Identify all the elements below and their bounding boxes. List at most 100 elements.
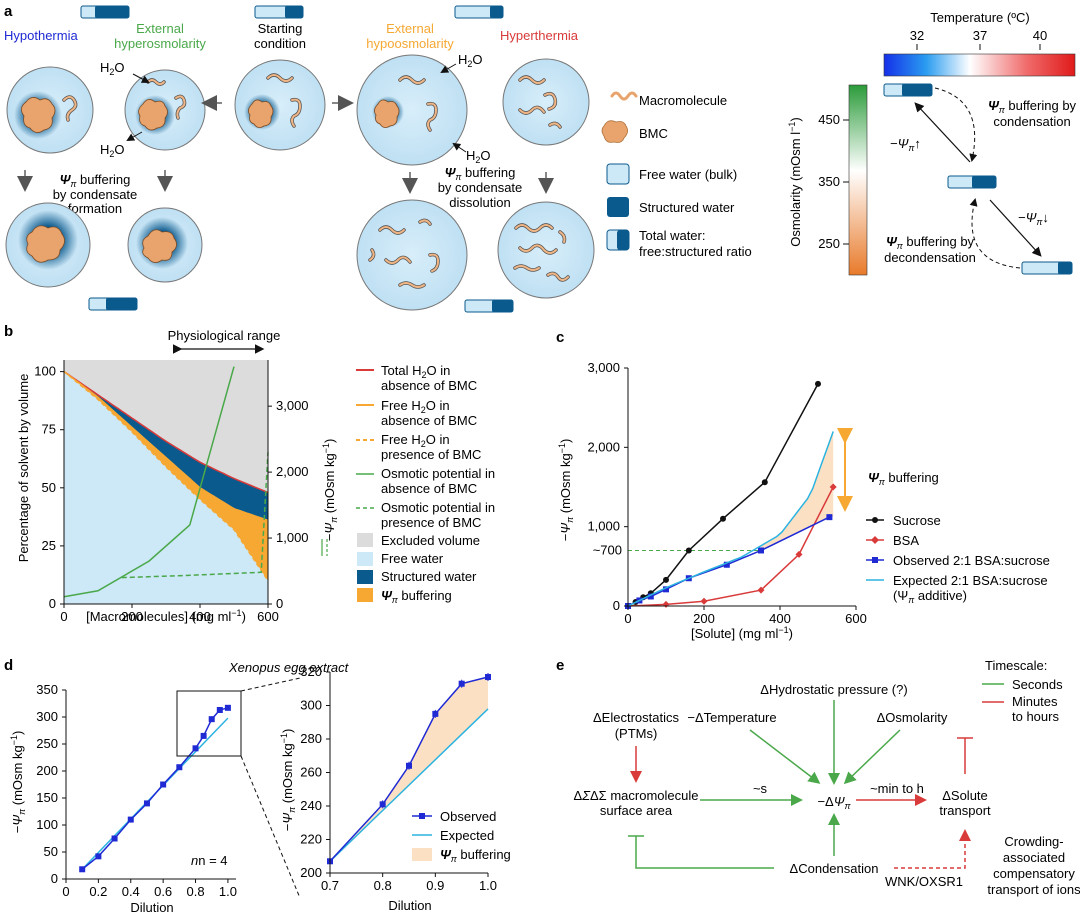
b-left-tick-label: 100 — [34, 364, 56, 379]
d-inset-point-observed — [432, 710, 439, 717]
series-free-h2o-presence — [63, 371, 269, 582]
label-ext-hyper-2: hyperosmolarity — [114, 36, 206, 51]
osm-tick-250: 250 — [818, 236, 840, 251]
condensation-buf-1: Ψπ buffering by — [988, 98, 1077, 115]
d-x-tick-label: 1.0 — [219, 884, 237, 899]
d-point-observed — [127, 816, 134, 823]
cell-formation-1 — [5, 202, 91, 288]
c-buffering-label: Ψπ buffering — [868, 470, 939, 487]
legend-c-expected: Expected 2:1 BSA:sucrose — [893, 573, 1048, 588]
buffering-formation-2: by condensate — [53, 187, 138, 202]
d-title: Xenopus egg extract — [228, 660, 350, 675]
condensation-buf-2: condensation — [993, 114, 1070, 129]
e-s-label: ~s — [753, 781, 768, 796]
swatch-free — [357, 552, 373, 566]
e-crowd-4: transport of ions — [987, 882, 1080, 897]
c-series-expected — [627, 431, 834, 607]
c-point-observed — [723, 561, 730, 568]
temperature-scale: Temperature (ºC) 32 37 40 — [883, 10, 1076, 77]
b-left-tick-label: 25 — [42, 538, 56, 553]
d-inset-x-tick-label: 0.8 — [374, 878, 392, 893]
c-xlabel: [Solute] (mg ml−1) — [691, 625, 793, 641]
c-y-tick-label: 0 — [613, 598, 620, 613]
d-inset-xlabel: Dilution — [388, 898, 431, 913]
b-y2label: −Ψπ (mOsm kg−1) — [321, 439, 339, 542]
label-hypothermia: Hypothermia — [4, 28, 78, 43]
osm-tick-450: 450 — [818, 112, 840, 127]
d-point-observed — [111, 835, 118, 842]
chart-d-inset-plot: 200 220 240 260 280 300 320 0.7 0.8 0.9 1.0 — [300, 664, 497, 893]
label-hyperthermia: Hyperthermia — [500, 28, 579, 43]
c-point-bsa — [662, 600, 670, 608]
c-x-tick-label: 600 — [845, 611, 867, 626]
c-ref-label: ~700 — [593, 542, 622, 557]
d-y-tick-label: 250 — [36, 736, 58, 751]
ratio-bar-formation — [88, 297, 138, 311]
d-inset-y-tick-label: 300 — [300, 698, 322, 713]
ratio-bar-hyper — [80, 5, 130, 19]
series-osmotic-absence — [63, 366, 235, 598]
osm-tick-350: 350 — [818, 174, 840, 189]
c-point-sucrose — [663, 576, 669, 583]
d-y-tick-label: 0 — [51, 871, 58, 886]
legend-b-free: Free water — [381, 551, 444, 566]
bmc-icon — [601, 120, 628, 143]
d-zoom-connector-top — [240, 677, 301, 692]
buffering-formation-3: formation — [68, 201, 122, 216]
osmolarity-scale: Osmolarity (mOsm l−1) 450 350 250 — [787, 84, 868, 276]
d-x-tick-label: 0.6 — [154, 884, 172, 899]
buffering-dissolution-1: Ψπ buffering — [445, 165, 516, 182]
buffering-dissolution-2: by condensate — [438, 180, 523, 195]
d-point-observed — [95, 853, 102, 860]
panel-e: e ΔHydrostatic pressure (?) ΔElectrostat… — [556, 657, 1080, 897]
e-osmolarity: ΔOsmolarity — [877, 710, 948, 725]
c-point-observed — [758, 547, 764, 554]
panel-b-letter: b — [4, 323, 13, 340]
d-y-tick-label: 200 — [36, 763, 58, 778]
d-ylabel: −Ψπ (mOsm kg−1) — [9, 731, 27, 834]
e-crowd-1: Crowding- — [1004, 834, 1063, 849]
macromolecule-icon — [610, 91, 638, 101]
legend-b-5b: presence of BMC — [381, 515, 481, 530]
c-point-observed — [826, 514, 833, 521]
legend-macromolecule: Macromolecule — [639, 93, 727, 108]
buffering-dissolution-3: dissolution — [449, 195, 510, 210]
legend-c-sucrose: Sucrose — [893, 513, 941, 528]
free-water-area — [64, 371, 268, 604]
d-point-observed — [79, 866, 86, 873]
d-inset-y-tick-label: 240 — [300, 798, 322, 813]
series-osmotic-presence — [121, 452, 269, 579]
panel-c-letter: c — [556, 329, 564, 346]
b-left-tick-label: 50 — [42, 480, 56, 495]
c-point-observed — [663, 586, 669, 593]
d-x-tick-label: 0.8 — [186, 884, 204, 899]
b-x-tick-label: 600 — [257, 609, 279, 624]
panel-a: a Hypothermia External hyperosmolarity S… — [4, 3, 1077, 313]
d-point-observed — [224, 704, 231, 711]
b-right-tick-label: 1,000 — [276, 530, 309, 545]
chart-c-plot: ~700 0 1,000 2,000 3,000 0 200 400 600 — [587, 360, 866, 626]
c-y-tick-label: 2,000 — [587, 439, 620, 454]
legend-c-bsa: BSA — [893, 533, 919, 548]
minus-psi-up: −Ψπ↑ — [890, 136, 921, 153]
legend-sucrose-marker — [872, 517, 878, 523]
e-seconds: Seconds — [1012, 677, 1063, 692]
legend-b-1b: absence of BMC — [381, 378, 477, 393]
temperature-title: Temperature (ºC) — [930, 10, 1029, 25]
c-point-sucrose — [815, 380, 821, 387]
d-inset-y-tick-label: 260 — [300, 765, 322, 780]
b-left-tick-label: 75 — [42, 422, 56, 437]
swatch-excluded — [357, 533, 373, 547]
legend-total-2: free:structured ratio — [639, 244, 752, 259]
label-ext-hyper-1: External — [136, 21, 184, 36]
e-condensation: ΔCondensation — [790, 861, 879, 876]
legend-a: Macromolecule BMC Free water (bulk) Stru… — [601, 91, 752, 259]
e-crowd-3: compensatory — [993, 866, 1075, 881]
d-inset-ylabel: −Ψπ (mOsm kg−1) — [279, 729, 297, 832]
cell-hypothermia — [6, 66, 94, 154]
c-ylabel: −Ψπ (mOsm kg−1) — [557, 439, 575, 542]
d-point-observed — [216, 706, 223, 713]
decondensation-buf-2: decondensation — [884, 250, 976, 265]
legend-b-2b: absence of BMC — [381, 413, 477, 428]
